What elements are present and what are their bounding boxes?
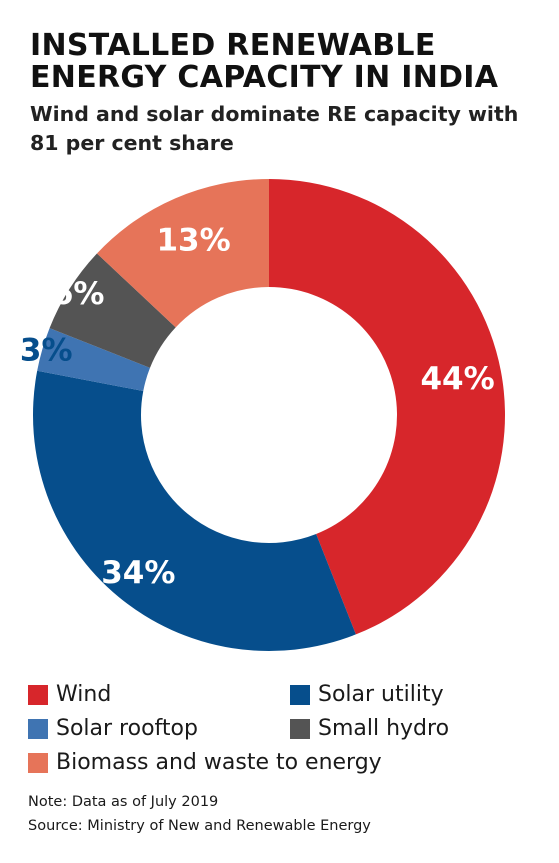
slice-small-hydro bbox=[49, 253, 176, 368]
chart-source: Source: Ministry of New and Renewable En… bbox=[28, 818, 371, 834]
label-small-hydro: 6% bbox=[52, 276, 105, 312]
legend-swatch bbox=[28, 684, 48, 705]
legend-item-solar-rooftop: Solar rooftop bbox=[28, 716, 198, 741]
legend-item-biomass: Biomass and waste to energy bbox=[28, 750, 382, 775]
legend-item-wind: Wind bbox=[28, 682, 111, 707]
label-biomass: 13% bbox=[156, 223, 230, 259]
legend-label: Biomass and waste to energy bbox=[56, 750, 382, 775]
chart-note: Note: Data as of July 2019 bbox=[28, 794, 219, 810]
donut-chart: 44% 34% 3% 6% 13% bbox=[20, 179, 505, 651]
legend-item-solar-utility: Solar utility bbox=[290, 682, 444, 707]
legend-swatch bbox=[290, 718, 310, 739]
legend-item-small-hydro: Small hydro bbox=[290, 716, 449, 741]
legend-swatch bbox=[28, 752, 48, 773]
legend-label: Solar rooftop bbox=[56, 716, 198, 741]
chart-title: INSTALLED RENEWABLE ENERGY CAPACITY IN I… bbox=[30, 28, 499, 95]
legend-label: Wind bbox=[56, 682, 112, 707]
chart-subtitle: Wind and solar dominate RE capacity with… bbox=[30, 102, 519, 155]
slice-biomass bbox=[96, 179, 269, 328]
legend-label: Small hydro bbox=[318, 716, 450, 741]
slice-solar-utility bbox=[33, 370, 356, 651]
label-solar-utility: 34% bbox=[101, 555, 175, 591]
legend-label: Solar utility bbox=[318, 682, 444, 707]
slice-solar-rooftop bbox=[37, 328, 150, 392]
legend-swatch bbox=[28, 718, 48, 739]
legend-swatch bbox=[290, 684, 310, 705]
label-wind: 44% bbox=[420, 361, 494, 397]
slice-wind bbox=[269, 179, 505, 635]
label-solar-rooftop: 3% bbox=[20, 332, 73, 368]
